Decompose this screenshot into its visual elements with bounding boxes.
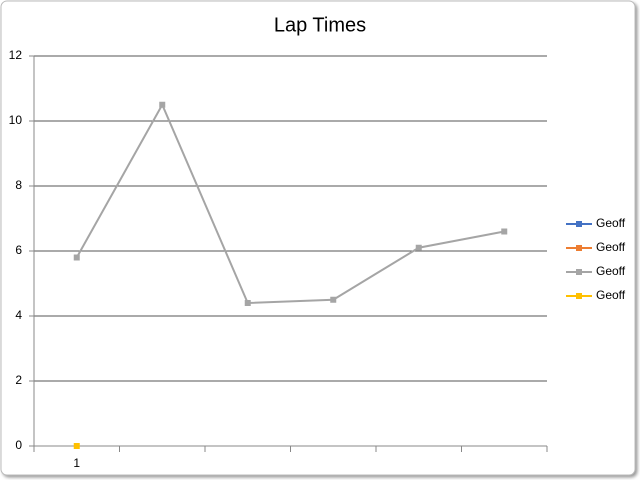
data-point bbox=[415, 244, 422, 251]
y-tick-label: 2 bbox=[15, 373, 22, 387]
series-line bbox=[75, 102, 505, 305]
y-tick-label: 6 bbox=[15, 243, 22, 257]
legend-marker bbox=[576, 245, 582, 251]
y-tick-label: 12 bbox=[9, 48, 23, 62]
legend-label: Geoff bbox=[596, 240, 626, 254]
data-point bbox=[73, 254, 80, 261]
x-tick-label: 1 bbox=[73, 456, 80, 470]
y-tick-label: 8 bbox=[15, 178, 22, 192]
legend-label: Geoff bbox=[596, 264, 626, 278]
legend-label: Geoff bbox=[596, 288, 626, 302]
legend-marker bbox=[576, 221, 582, 227]
data-point bbox=[244, 300, 251, 306]
data-point bbox=[73, 443, 80, 449]
y-tick-label: 10 bbox=[9, 113, 23, 127]
legend-label: Geoff bbox=[596, 216, 626, 230]
y-tick-label: 4 bbox=[15, 308, 22, 322]
legend-marker bbox=[576, 269, 582, 275]
chart-title: Lap Times bbox=[274, 14, 366, 36]
data-point bbox=[159, 101, 166, 108]
data-point bbox=[330, 296, 337, 303]
data-point bbox=[501, 228, 508, 235]
y-tick-label: 0 bbox=[15, 438, 22, 452]
legend-marker bbox=[576, 293, 582, 299]
